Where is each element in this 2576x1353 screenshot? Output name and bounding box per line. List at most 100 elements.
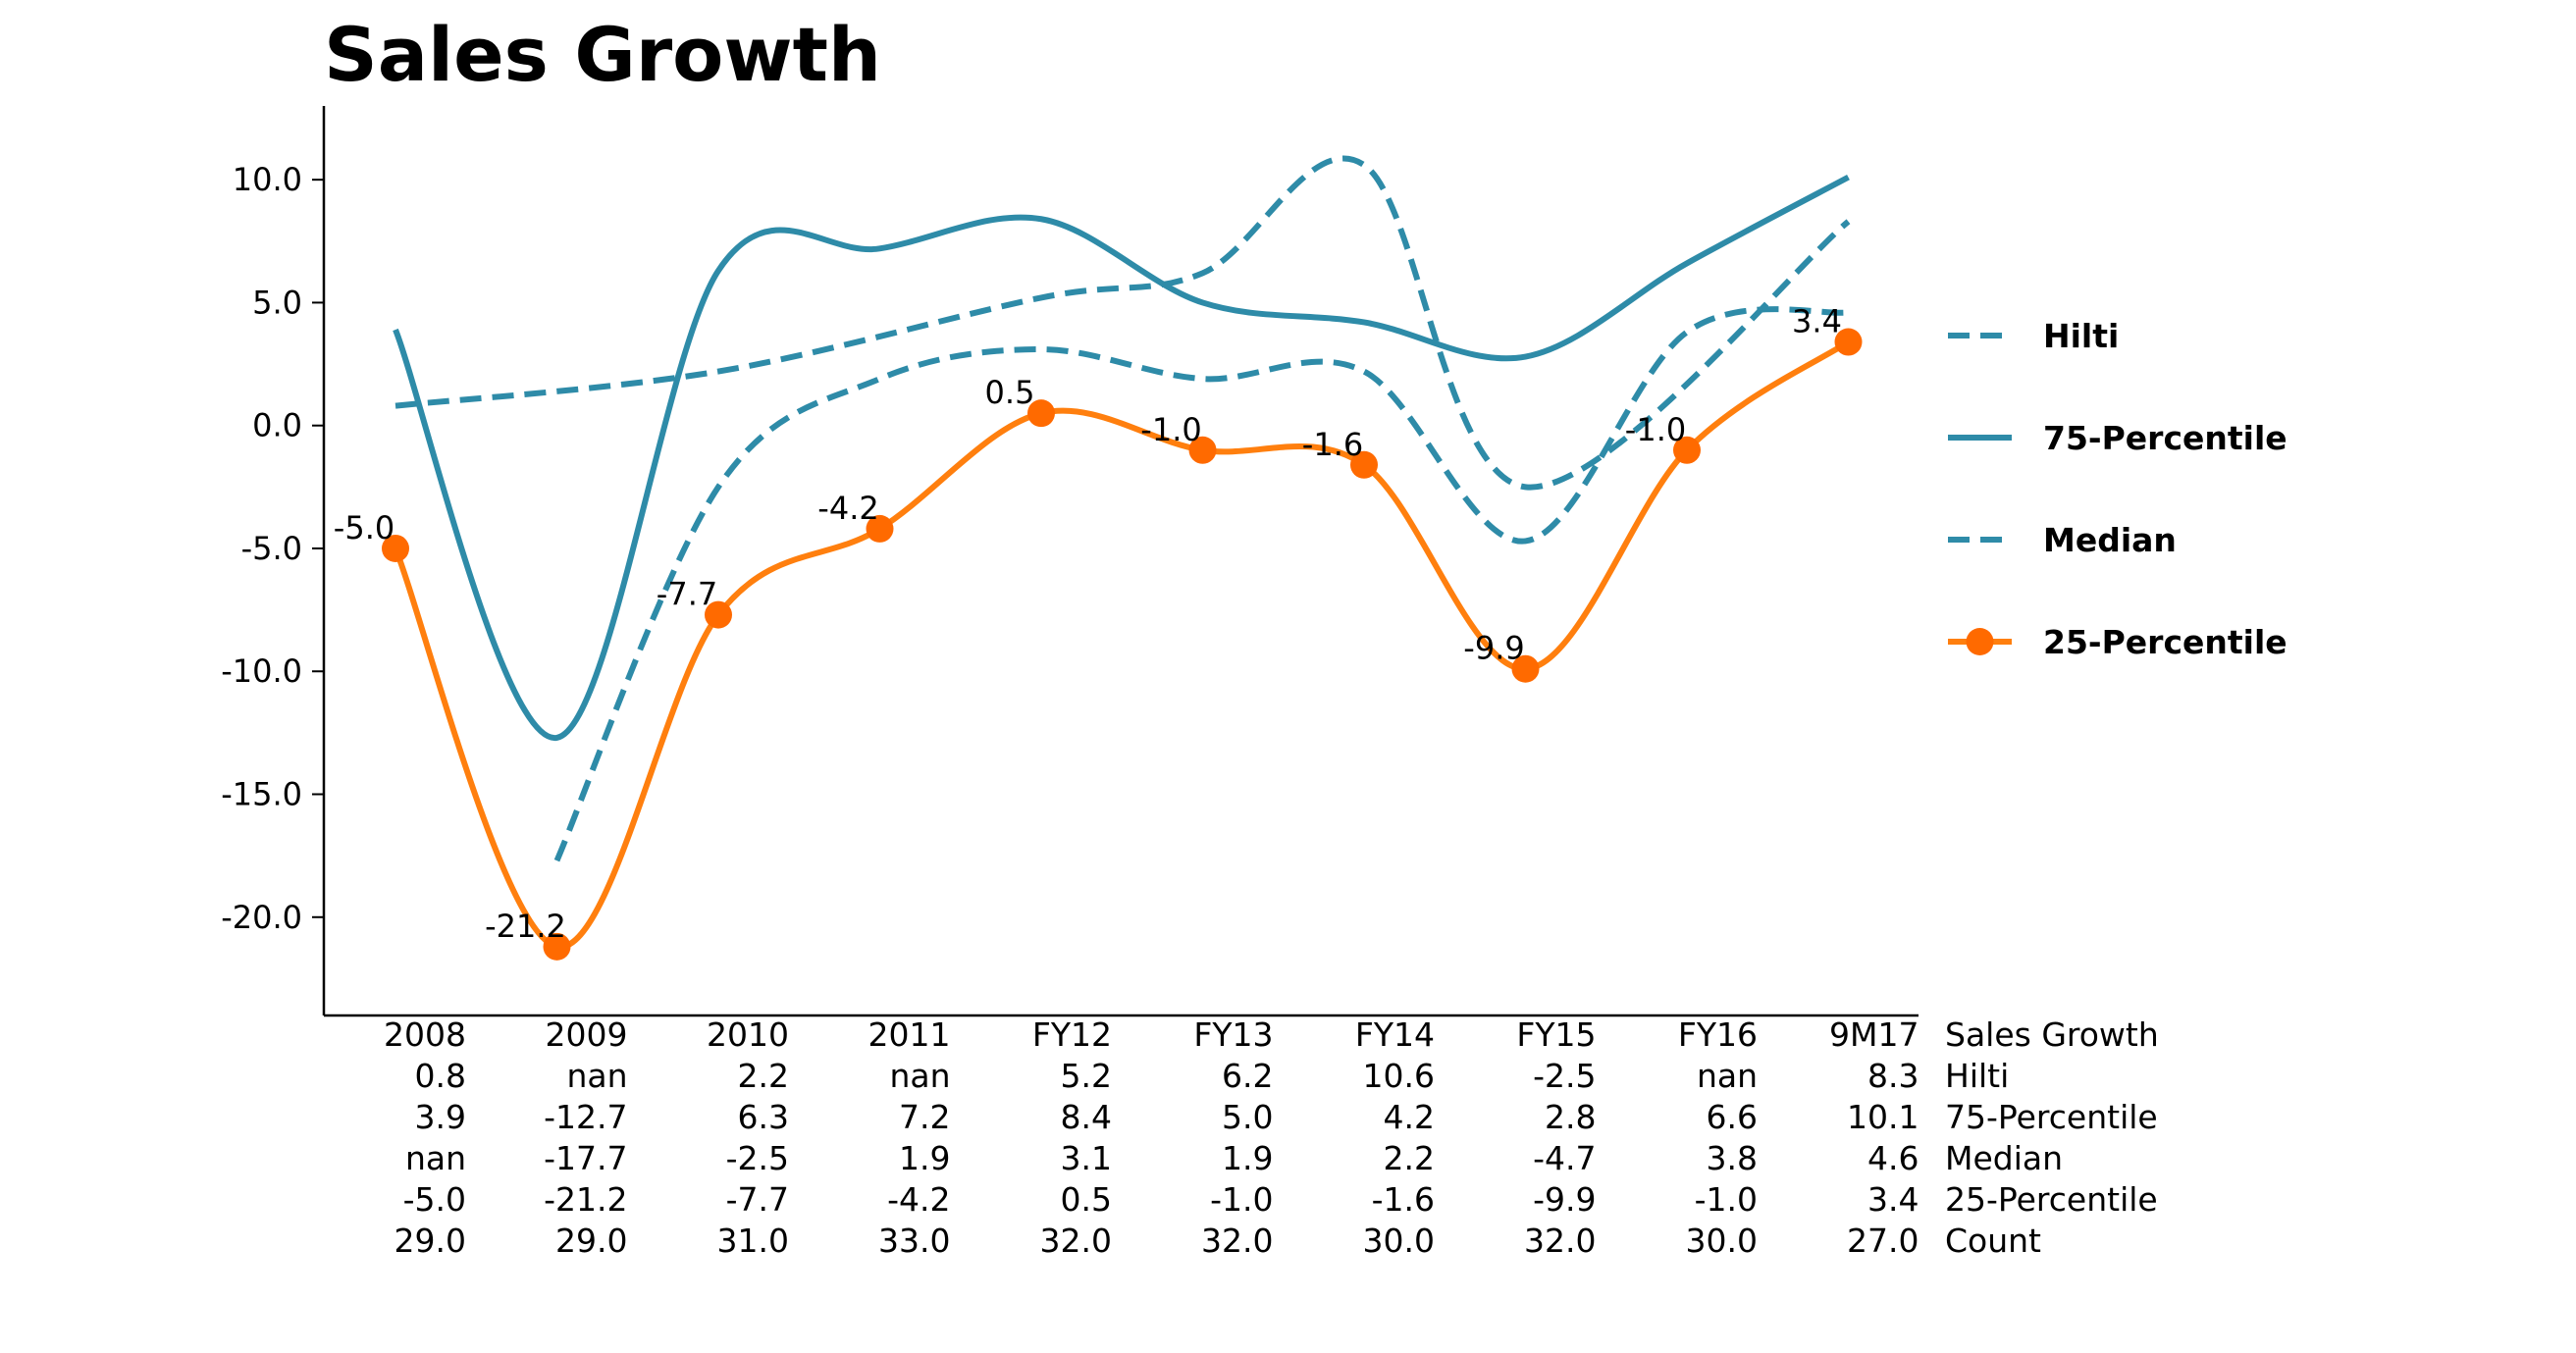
table-row-label: Median bbox=[1945, 1139, 2063, 1177]
data-label: -21.2 bbox=[485, 908, 566, 945]
table-cell: 30.0 bbox=[1686, 1222, 1758, 1260]
table-cell: 3.4 bbox=[1867, 1180, 1919, 1219]
series-line-hilti bbox=[394, 155, 1851, 491]
data-label: -4.2 bbox=[817, 490, 878, 527]
data-table: 2008 2009 2010 2011 FY12 FY13 FY14 FY15 FY16 9M17… bbox=[384, 1015, 2159, 1260]
data-point-25-percentile bbox=[1027, 399, 1055, 428]
table-cell: -1.0 bbox=[1695, 1180, 1758, 1219]
table-cell: 8.4 bbox=[1061, 1098, 1112, 1136]
table-header-cell: 2011 bbox=[868, 1015, 951, 1054]
table-cell: 10.1 bbox=[1847, 1098, 1919, 1136]
data-point-25-percentile bbox=[1834, 328, 1863, 356]
table-cell: 1.9 bbox=[899, 1139, 950, 1177]
data-point-25-percentile bbox=[866, 514, 894, 543]
table-cell: 5.0 bbox=[1222, 1098, 1273, 1136]
table-cell: -21.2 bbox=[544, 1180, 627, 1219]
legend-label-25-percentile: 25-Percentile bbox=[2043, 623, 2287, 661]
data-point-25-percentile bbox=[1673, 436, 1701, 464]
table-cell: 33.0 bbox=[878, 1222, 950, 1260]
data-label: -9.9 bbox=[1463, 630, 1524, 667]
table-cell: 0.5 bbox=[1061, 1180, 1112, 1219]
data-point-25-percentile bbox=[1188, 436, 1217, 464]
table-row-label: Sales Growth bbox=[1945, 1015, 2159, 1054]
table-cell: -7.7 bbox=[726, 1180, 789, 1219]
table-cell: 3.9 bbox=[415, 1098, 466, 1136]
data-label: -1.6 bbox=[1302, 426, 1363, 463]
table-cell: 6.2 bbox=[1222, 1057, 1273, 1095]
table-cell: -4.7 bbox=[1533, 1139, 1596, 1177]
table-cell: 29.0 bbox=[555, 1222, 627, 1260]
table-cell: 10.6 bbox=[1363, 1057, 1435, 1095]
table-cell: -9.9 bbox=[1533, 1180, 1596, 1219]
data-point-25-percentile bbox=[705, 600, 732, 629]
table-header-cell: FY12 bbox=[1032, 1015, 1112, 1054]
data-label: 0.5 bbox=[985, 374, 1035, 411]
table-cell: nan bbox=[566, 1057, 627, 1095]
y-tick-label: -15.0 bbox=[221, 776, 302, 813]
table-header-cell: FY16 bbox=[1678, 1015, 1758, 1054]
table-cell: 2.2 bbox=[1384, 1139, 1435, 1177]
table-header-cell: FY14 bbox=[1355, 1015, 1435, 1054]
table-header-cell: FY15 bbox=[1516, 1015, 1596, 1054]
table-header-cell: 9M17 bbox=[1829, 1015, 1919, 1054]
table-cell: 32.0 bbox=[1201, 1222, 1273, 1260]
table-row-label: Hilti bbox=[1945, 1057, 2009, 1095]
table-cell: 2.8 bbox=[1545, 1098, 1596, 1136]
data-point-25-percentile bbox=[543, 932, 571, 961]
table-row-label: 75-Percentile bbox=[1945, 1098, 2158, 1136]
table-cell: 32.0 bbox=[1040, 1222, 1112, 1260]
table-cell: 2.2 bbox=[738, 1057, 789, 1095]
table-cell: 3.8 bbox=[1707, 1139, 1758, 1177]
table-cell: 31.0 bbox=[717, 1222, 789, 1260]
markers-layer bbox=[382, 328, 1863, 961]
table-header-cell: 2010 bbox=[707, 1015, 789, 1054]
legend-label-hilti: Hilti bbox=[2043, 317, 2119, 355]
axes-layer: 10.0 5.0 0.0 -5.0 -10.0 -15.0 -20.0 bbox=[221, 106, 1919, 1017]
data-label: -1.0 bbox=[1625, 411, 1686, 448]
table-cell: -1.6 bbox=[1372, 1180, 1435, 1219]
data-labels-layer: -5.0 -21.2 -7.7 -4.2 0.5 -1.0 -1.6 -9.9 -1.0 3.4 bbox=[334, 303, 1842, 945]
series-line-median bbox=[553, 306, 1849, 862]
data-label: -5.0 bbox=[334, 509, 394, 546]
table-cell: nan bbox=[1697, 1057, 1758, 1095]
table-cell: 29.0 bbox=[394, 1222, 466, 1260]
table-cell: 6.6 bbox=[1707, 1098, 1758, 1136]
data-point-25-percentile bbox=[1350, 450, 1378, 479]
table-cell: 0.8 bbox=[415, 1057, 466, 1095]
data-label: -1.0 bbox=[1140, 411, 1201, 448]
table-header-cell: 2008 bbox=[384, 1015, 466, 1054]
table-cell: 1.9 bbox=[1222, 1139, 1273, 1177]
series-line-25-percentile bbox=[393, 339, 1851, 950]
y-tick-label: -20.0 bbox=[221, 899, 302, 936]
y-tick-label: 5.0 bbox=[252, 284, 302, 321]
table-cell: 27.0 bbox=[1847, 1222, 1919, 1260]
table-cell: -1.0 bbox=[1210, 1180, 1273, 1219]
table-cell: 8.3 bbox=[1867, 1057, 1919, 1095]
table-row-label: Count bbox=[1945, 1222, 2041, 1260]
table-cell: 3.1 bbox=[1061, 1139, 1112, 1177]
table-cell: 4.2 bbox=[1384, 1098, 1435, 1136]
table-cell: 32.0 bbox=[1524, 1222, 1596, 1260]
table-cell: -17.7 bbox=[544, 1139, 627, 1177]
data-label: -7.7 bbox=[657, 576, 717, 613]
data-point-25-percentile bbox=[1511, 654, 1540, 683]
y-tick-label: -5.0 bbox=[241, 530, 302, 567]
table-cell: 5.2 bbox=[1061, 1057, 1112, 1095]
table-cell: -2.5 bbox=[726, 1139, 789, 1177]
table-cell: nan bbox=[889, 1057, 950, 1095]
table-cell: -2.5 bbox=[1533, 1057, 1596, 1095]
legend-label-median: Median bbox=[2043, 521, 2177, 559]
chart-title: Sales Growth bbox=[324, 11, 881, 98]
series-lines-layer bbox=[393, 155, 1851, 950]
legend: Hilti 75-Percentile Median 25-Percentile bbox=[1948, 317, 2287, 661]
y-tick-label: 10.0 bbox=[233, 161, 302, 198]
y-tick-label: -10.0 bbox=[221, 652, 302, 690]
table-cell: -5.0 bbox=[403, 1180, 466, 1219]
data-point-25-percentile bbox=[382, 534, 409, 562]
legend-label-75-percentile: 75-Percentile bbox=[2043, 419, 2287, 457]
table-cell: 6.3 bbox=[738, 1098, 789, 1136]
table-row-label: 25-Percentile bbox=[1945, 1180, 2158, 1219]
table-cell: 30.0 bbox=[1363, 1222, 1435, 1260]
data-label: 3.4 bbox=[1792, 303, 1842, 340]
